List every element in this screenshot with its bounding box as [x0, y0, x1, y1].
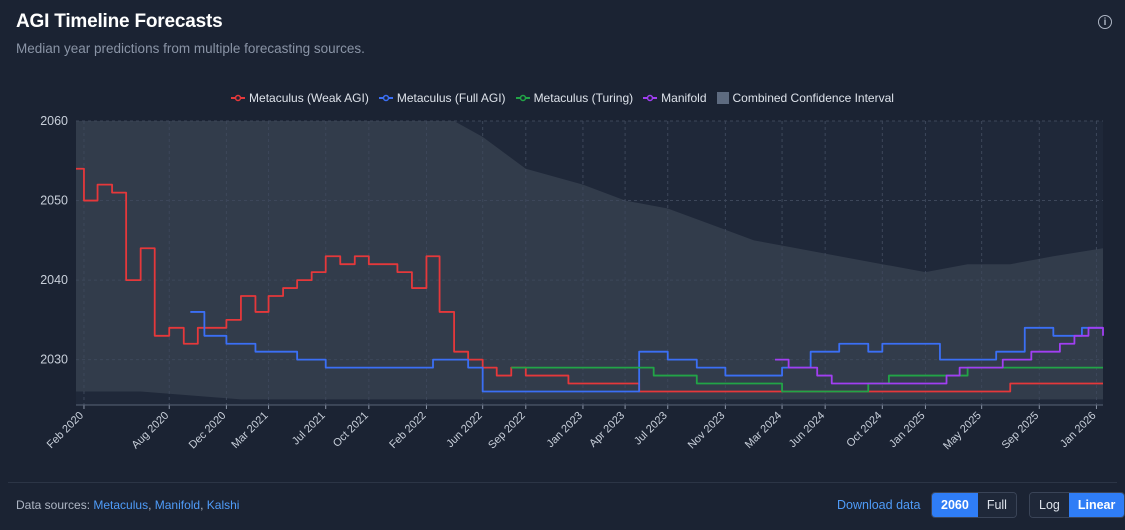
range-full-button[interactable]: Full [977, 493, 1016, 517]
series-line-manifold [775, 326, 1104, 385]
chart-legend: Metaculus (Weak AGI) Metaculus (Full AGI… [0, 91, 1125, 105]
x-tick-label: Mar 2024 [743, 410, 784, 451]
footer-divider [8, 482, 1117, 483]
x-tick-label: Nov 2023 [686, 410, 728, 452]
x-tick-label: Mar 2021 [229, 410, 270, 451]
info-icon[interactable]: i [1098, 15, 1112, 29]
data-sources-label: Data sources: [16, 498, 94, 512]
series-line-metaculus-weak-agi [76, 167, 1103, 393]
x-tick-label: Jan 2023 [545, 410, 585, 450]
legend-item-turing[interactable]: Metaculus (Turing) [515, 91, 634, 105]
x-tick-label: Feb 2022 [387, 410, 428, 451]
legend-item-confidence[interactable]: Combined Confidence Interval [716, 91, 894, 105]
x-tick-label: Apr 2023 [587, 410, 627, 450]
data-sources: Data sources: Metaculus, Manifold, Kalsh… [16, 498, 240, 512]
legend-line-icon [515, 94, 530, 102]
y-tick-label: 2060 [40, 114, 68, 128]
legend-line-icon [378, 94, 393, 102]
x-tick-label: Sep 2025 [1000, 410, 1042, 452]
x-tick-label: Dec 2020 [187, 410, 229, 452]
legend-item-manifold[interactable]: Manifold [643, 91, 707, 105]
legend-label: Metaculus (Turing) [533, 91, 634, 105]
y-tick-label: 2050 [40, 194, 68, 208]
legend-item-full-agi[interactable]: Metaculus (Full AGI) [378, 91, 506, 105]
legend-label: Metaculus (Full AGI) [396, 91, 506, 105]
scale-log-button[interactable]: Log [1030, 493, 1069, 517]
source-link-metaculus[interactable]: Metaculus [93, 498, 149, 512]
range-2060-button[interactable]: 2060 [932, 493, 978, 517]
legend-line-icon [643, 94, 658, 102]
scale-toggle: Log Linear [1029, 492, 1125, 518]
page-title: AGI Timeline Forecasts [16, 11, 223, 32]
x-tick-label: Jul 2023 [632, 410, 670, 448]
legend-label: Combined Confidence Interval [732, 91, 894, 105]
source-link-manifold[interactable]: Manifold [154, 498, 201, 512]
x-tick-label: Jun 2024 [787, 410, 827, 450]
x-tick-label: May 2025 [941, 410, 984, 453]
x-tick-label: Jan 2026 [1058, 410, 1098, 450]
download-data-link[interactable]: Download data [837, 498, 921, 512]
page-subtitle: Median year predictions from multiple fo… [16, 41, 365, 56]
x-tick-label: Jan 2025 [887, 410, 927, 450]
x-tick-label: Sep 2022 [486, 410, 528, 452]
x-tick-label: Aug 2020 [130, 410, 172, 452]
scale-linear-button[interactable]: Linear [1068, 493, 1125, 517]
legend-line-icon [231, 94, 246, 102]
source-link-kalshi[interactable]: Kalshi [206, 498, 240, 512]
range-toggle: 2060 Full [931, 492, 1017, 518]
legend-square-icon [716, 92, 729, 104]
y-tick-label: 2040 [40, 273, 68, 287]
x-tick-label: Oct 2021 [331, 410, 371, 450]
legend-label: Metaculus (Weak AGI) [249, 91, 369, 105]
legend-label: Manifold [661, 91, 707, 105]
series-line-metaculus-turing [511, 366, 1103, 393]
legend-item-weak-agi[interactable]: Metaculus (Weak AGI) [231, 91, 369, 105]
y-tick-label: 2030 [40, 353, 68, 367]
x-tick-label: Jul 2021 [290, 410, 328, 448]
forecast-chart: 2030 2040 2050 2060 Feb 2020 Aug 2020 Dec 2020… [40, 114, 1104, 453]
x-tick-label: Oct 2024 [844, 410, 884, 450]
x-tick-label: Feb 2020 [45, 410, 86, 451]
x-tick-label: Jun 2022 [444, 410, 484, 450]
series-line-metaculus-full-agi [190, 311, 1103, 393]
confidence-band [76, 121, 1103, 400]
